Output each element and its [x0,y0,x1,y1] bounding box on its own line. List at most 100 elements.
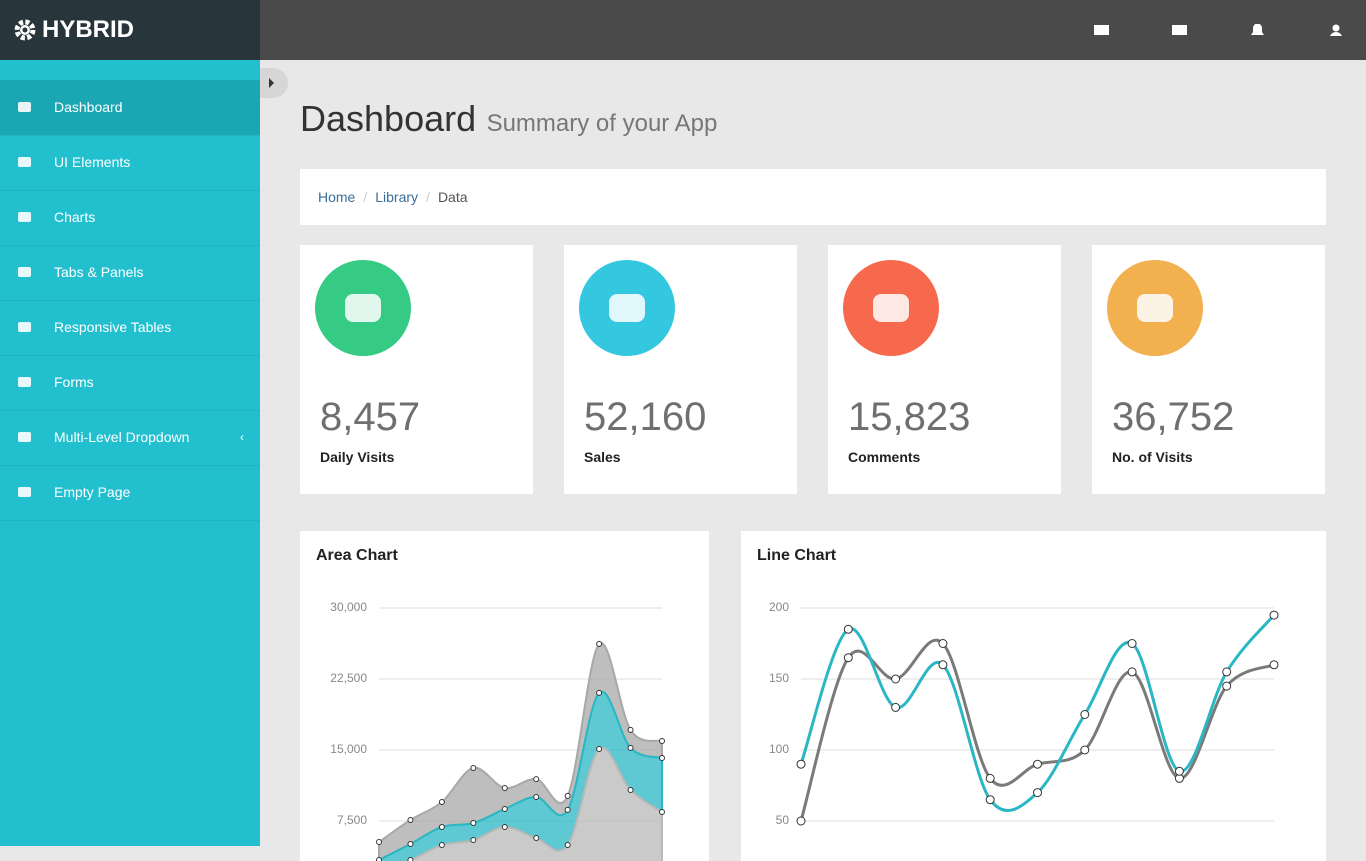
point [376,857,382,861]
point [1080,745,1090,755]
sidebar: Dashboard UI Elements Charts Tabs & Panels R… [0,60,260,846]
point [596,689,603,696]
nav-item[interactable]: Tabs & Panels [0,245,260,301]
nav-item[interactable]: UI Elements [0,135,260,191]
nav-icon [18,267,31,277]
point [533,776,540,783]
nav-icon [18,487,31,497]
stat-label: Comments [848,449,921,465]
mail-menu[interactable] [1094,24,1116,36]
point [438,798,445,805]
nav-icon [18,322,31,332]
sidebar-toggle[interactable] [260,68,288,98]
line-chart-card: Line Chart 50 100 150 200 [741,531,1326,861]
area-chart: 7,500 15,000 22,500 30,000 [330,600,665,861]
nav-label: Dashboard [54,99,123,115]
stat-value: 52,160 [584,395,707,439]
point [843,624,853,634]
brand-bar: HYBRID [0,0,260,60]
area-chart-card: Area Chart 7,500 15,000 22,500 30,000 [300,531,709,861]
point [659,809,665,816]
point [501,805,508,812]
crumb: Data [437,189,468,205]
stat-value: 15,823 [848,395,971,439]
point [501,784,508,791]
separator: / [363,189,368,205]
stat-card: 36,752 No. of Visits [1092,245,1325,494]
stat-icon [579,260,675,356]
icon-glyph [873,294,909,322]
point [470,764,477,771]
point [891,674,901,684]
nav-item[interactable]: Responsive Tables [0,300,260,356]
chart-title: Area Chart [316,547,398,564]
point [438,841,445,848]
nav-item[interactable]: Forms [0,355,260,411]
nav-label: Multi-Level Dropdown [54,429,190,445]
point [1033,788,1042,798]
nav-label: Responsive Tables [54,319,172,335]
stat-label: Daily Visits [320,449,395,465]
nav-item[interactable]: Dashboard [0,80,260,136]
point [938,660,948,670]
crumb[interactable]: Home [318,189,356,205]
point [1033,759,1042,769]
icon-glyph [345,294,381,322]
stat-card: 52,160 Sales [564,245,797,494]
point [627,726,634,733]
point [985,795,995,805]
gear-icon [14,19,36,41]
stat-icon [843,260,939,356]
page-title: Dashboard [300,98,477,139]
point [659,755,665,762]
nav-arrow: ‹ [240,430,244,444]
point [1174,766,1184,776]
stat-card: 15,823 Comments [828,245,1061,494]
point [1269,610,1279,620]
stat-card: 8,457 Daily Visits [300,245,533,494]
line-chart: 50 100 150 200 [769,600,1279,827]
point [1222,681,1232,691]
nav-icon [18,377,31,387]
point [376,839,382,846]
point [1269,660,1279,670]
brand[interactable]: HYBRID [42,16,135,43]
nav-icon [18,212,31,222]
nav-icon [18,157,31,167]
page-subtitle: Summary of your App [486,110,718,137]
point [938,639,948,648]
point [1222,667,1232,677]
stat-value: 8,457 [320,395,421,439]
point [1127,639,1137,648]
nav-item[interactable]: Multi-Level Dropdown ‹ [0,410,260,466]
alerts-menu[interactable] [1250,24,1272,36]
tasks-menu[interactable] [1172,24,1194,36]
point [407,857,414,861]
point [891,702,901,712]
stat-label: No. of Visits [1112,449,1193,465]
point [533,794,540,801]
point [1127,667,1137,677]
crumb[interactable]: Library [375,189,419,205]
point [596,745,603,752]
icon-glyph [609,294,645,322]
point [407,816,414,823]
point [659,738,665,745]
nav-label: UI Elements [54,154,131,170]
point [470,837,477,844]
point [596,640,603,647]
nav-item[interactable]: Empty Page [0,465,260,521]
stat-icon [1107,260,1203,356]
point [796,816,806,826]
point [796,759,806,769]
nav-item[interactable]: Charts [0,190,260,246]
line [799,614,1276,812]
y-tick-label: 7,500 [337,813,367,827]
user-menu[interactable] [1329,24,1351,36]
nav-label: Tabs & Panels [54,264,144,280]
page-header: Dashboard Summary of your App [300,98,717,140]
top-bar [260,0,1366,60]
y-tick-label: 30,000 [330,600,367,614]
icon-glyph [1137,294,1173,322]
